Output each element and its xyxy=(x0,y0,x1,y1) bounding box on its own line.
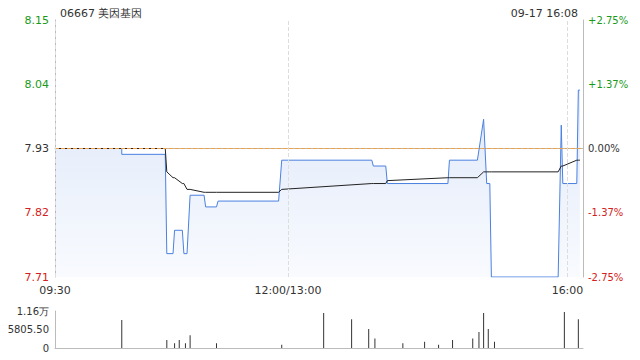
svg-text:06667 美因基因: 06667 美因基因 xyxy=(60,7,143,20)
svg-text:0: 0 xyxy=(43,343,49,354)
svg-text:09:30: 09:30 xyxy=(39,284,71,297)
svg-text:8.04: 8.04 xyxy=(25,78,50,91)
svg-text:7.82: 7.82 xyxy=(25,206,50,219)
svg-text:-2.75%: -2.75% xyxy=(588,272,623,283)
svg-text:-1.37%: -1.37% xyxy=(588,207,623,218)
svg-text:0.00%: 0.00% xyxy=(588,143,620,154)
svg-text:5805.50: 5805.50 xyxy=(8,324,49,335)
svg-text:7.93: 7.93 xyxy=(25,142,50,155)
svg-text:7.71: 7.71 xyxy=(25,271,50,284)
svg-text:8.15: 8.15 xyxy=(25,14,50,27)
svg-text:+1.37%: +1.37% xyxy=(588,79,628,90)
svg-text:+2.75%: +2.75% xyxy=(588,15,628,26)
svg-text:1.16万: 1.16万 xyxy=(17,306,49,317)
svg-text:12:00/13:00: 12:00/13:00 xyxy=(254,284,321,297)
svg-text:16:00: 16:00 xyxy=(552,284,584,297)
svg-text:09-17 16:08: 09-17 16:08 xyxy=(511,7,578,20)
